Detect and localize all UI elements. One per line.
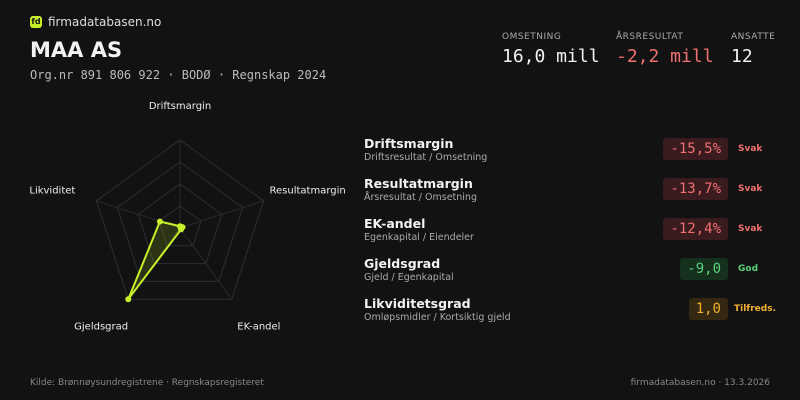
axis-label: Likviditet bbox=[29, 185, 75, 196]
metric-rating: Tilfreds. bbox=[734, 304, 776, 314]
metric-formula: Omløpsmidler / Kortsiktig gjeld bbox=[364, 312, 511, 323]
metric-rating: God bbox=[738, 264, 759, 274]
metric-name: Likviditetsgrad bbox=[364, 296, 471, 311]
radar-point bbox=[178, 226, 185, 233]
metric-name: Driftsmargin bbox=[364, 136, 454, 151]
metric-value: -13,7% bbox=[663, 178, 728, 200]
axis-label: Driftsmargin bbox=[149, 101, 211, 112]
stat-value: 16,0 mill bbox=[502, 46, 600, 67]
grid-ring bbox=[116, 161, 244, 282]
metric-formula: Årsresultat / Omsetning bbox=[364, 192, 477, 203]
stat-label: ÅRSRESULTAT bbox=[616, 32, 684, 42]
radar-shape bbox=[127, 220, 185, 300]
stat-value: 12 bbox=[731, 46, 753, 67]
site-date: firmadatabasen.no · 13.3.2026 bbox=[630, 378, 770, 388]
metric-rating: Svak bbox=[738, 184, 763, 194]
metric-formula: Gjeld / Egenkapital bbox=[364, 272, 454, 283]
metric-name: Resultatmargin bbox=[364, 176, 473, 191]
spoke bbox=[179, 227, 233, 300]
radar-chart: Driftsmargin Resultatmargin EK-andel Gjelds… bbox=[29, 101, 346, 333]
metric-name: EK-andel bbox=[364, 216, 426, 231]
company-info: Org.nr 891 806 922 · BODØ · Regnskap 202… bbox=[30, 68, 327, 82]
source: Kilde: Brønnøysundregistrene · Regnskaps… bbox=[30, 378, 264, 388]
radar-point bbox=[156, 218, 163, 225]
grid-ring bbox=[137, 183, 223, 265]
metric-formula: Driftsresultat / Omsetning bbox=[364, 152, 488, 163]
axis-label: Resultatmargin bbox=[270, 185, 346, 196]
radar-point bbox=[125, 296, 132, 303]
stat-label: OMSETNING bbox=[502, 32, 562, 42]
logo: fd bbox=[30, 16, 42, 28]
spoke bbox=[179, 200, 264, 229]
metric-value: -9,0 bbox=[680, 258, 728, 280]
metric-rating: Svak bbox=[738, 144, 763, 154]
metric-value: -12,4% bbox=[663, 218, 728, 240]
stat-label: ANSATTE bbox=[731, 32, 776, 42]
axis-label: EK-andel bbox=[237, 322, 280, 333]
grid-ring bbox=[95, 139, 265, 300]
metric-formula: Egenkapital / Eiendeler bbox=[364, 232, 474, 243]
metric-value: 1,0 bbox=[688, 298, 728, 320]
axis-label: Gjeldsgrad bbox=[74, 322, 128, 333]
metric-value: -15,5% bbox=[663, 138, 728, 160]
stat-value: -2,2 mill bbox=[616, 46, 714, 67]
metric-name: Gjeldsgrad bbox=[364, 256, 441, 271]
company-name: MAA AS bbox=[30, 38, 123, 62]
brand: firmadatabasen.no bbox=[48, 15, 162, 29]
grid-ring bbox=[158, 205, 202, 247]
metric-rating: Svak bbox=[738, 224, 763, 234]
